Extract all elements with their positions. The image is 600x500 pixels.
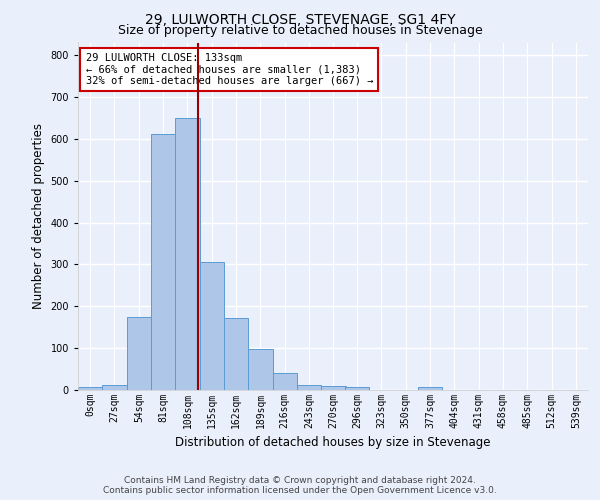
Text: Contains HM Land Registry data © Crown copyright and database right 2024.
Contai: Contains HM Land Registry data © Crown c…: [103, 476, 497, 495]
Bar: [200, 262, 224, 390]
Bar: [418, 386, 442, 390]
Bar: [151, 134, 175, 390]
Text: Size of property relative to detached houses in Stevenage: Size of property relative to detached ho…: [118, 24, 482, 37]
Bar: [224, 318, 248, 390]
Bar: [127, 316, 151, 390]
Bar: [345, 386, 369, 390]
Bar: [78, 386, 103, 390]
Bar: [321, 386, 346, 390]
Bar: [175, 118, 200, 390]
Bar: [248, 350, 272, 390]
Y-axis label: Number of detached properties: Number of detached properties: [32, 123, 45, 309]
Text: 29 LULWORTH CLOSE: 133sqm
← 66% of detached houses are smaller (1,383)
32% of se: 29 LULWORTH CLOSE: 133sqm ← 66% of detac…: [86, 53, 373, 86]
Bar: [103, 384, 127, 390]
X-axis label: Distribution of detached houses by size in Stevenage: Distribution of detached houses by size …: [175, 436, 491, 450]
Text: 29, LULWORTH CLOSE, STEVENAGE, SG1 4FY: 29, LULWORTH CLOSE, STEVENAGE, SG1 4FY: [145, 12, 455, 26]
Bar: [272, 374, 297, 390]
Bar: [297, 384, 321, 390]
